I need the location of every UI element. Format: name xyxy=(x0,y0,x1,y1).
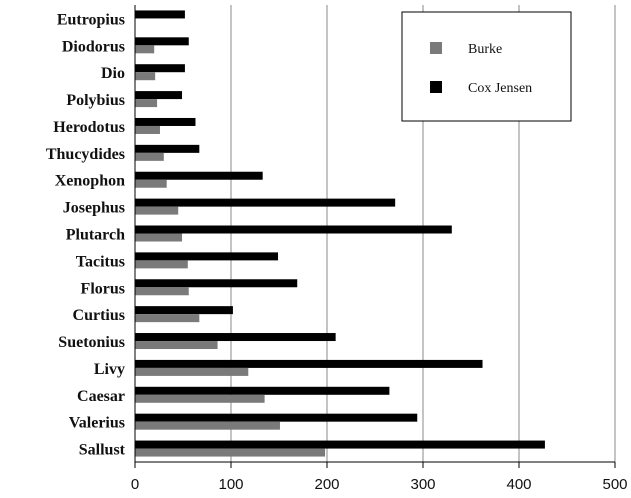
bar-cox-jensen-tacitus xyxy=(135,252,279,261)
category-label-caesar: Caesar xyxy=(77,388,125,405)
x-tick-label-300: 300 xyxy=(410,476,435,493)
bar-cox-jensen-florus xyxy=(135,279,298,288)
category-label-plutarch: Plutarch xyxy=(66,227,125,244)
category-label-florus: Florus xyxy=(81,280,125,297)
bar-burke-diodorus xyxy=(135,45,155,54)
x-tick-label-500: 500 xyxy=(602,476,627,493)
category-label-diodorus: Diodorus xyxy=(62,38,125,55)
category-label-herodotus: Herodotus xyxy=(53,119,125,136)
bar-cox-jensen-thucydides xyxy=(135,144,200,153)
axes xyxy=(134,5,616,468)
bar-burke-livy xyxy=(135,367,249,376)
tick-labels: 0 100 200 300 400 500 xyxy=(131,476,628,493)
legend: Burke Cox Jensen xyxy=(401,11,572,122)
bar-burke-curtius xyxy=(135,314,200,323)
bar-cox-jensen-plutarch xyxy=(135,225,452,234)
bar-cox-jensen-caesar xyxy=(135,386,390,395)
legend-swatch-cox-jensen xyxy=(430,81,442,93)
bar-cox-jensen-suetonius xyxy=(135,333,336,342)
bar-cox-jensen-xenophon xyxy=(135,171,263,180)
bar-burke-thucydides xyxy=(135,152,164,161)
bar-cox-jensen-livy xyxy=(135,359,483,368)
bar-burke-plutarch xyxy=(135,233,183,242)
x-tick-label-0: 0 xyxy=(131,476,139,493)
category-label-dio: Dio xyxy=(101,65,125,82)
category-label-livy: Livy xyxy=(94,361,125,378)
legend-label-cox-jensen: Cox Jensen xyxy=(468,81,532,96)
x-tick-label-100: 100 xyxy=(218,476,243,493)
bar-cox-jensen-valerius xyxy=(135,413,418,422)
bar-cox-jensen-polybius xyxy=(135,91,183,100)
x-tick-label-400: 400 xyxy=(506,476,531,493)
bar-burke-xenophon xyxy=(135,179,167,188)
bar-burke-sallust xyxy=(135,448,326,457)
category-label-polybius: Polybius xyxy=(66,92,125,109)
bar-burke-polybius xyxy=(135,99,158,108)
x-tick-label-200: 200 xyxy=(314,476,339,493)
category-label-sallust: Sallust xyxy=(79,442,126,459)
bars xyxy=(135,10,545,457)
bar-burke-josephus xyxy=(135,206,179,215)
bar-cox-jensen-josephus xyxy=(135,198,396,207)
bar-cox-jensen-eutropius xyxy=(135,10,185,19)
bar-cox-jensen-sallust xyxy=(135,440,545,449)
bar-cox-jensen-herodotus xyxy=(135,117,196,126)
bar-cox-jensen-diodorus xyxy=(135,37,189,46)
category-label-suetonius: Suetonius xyxy=(58,334,125,351)
category-label-thucydides: Thucydides xyxy=(46,146,125,163)
bar-burke-caesar xyxy=(135,394,265,403)
bar-burke-florus xyxy=(135,287,189,296)
legend-label-burke: Burke xyxy=(468,42,502,57)
bar-cox-jensen-curtius xyxy=(135,306,233,315)
bar-burke-suetonius xyxy=(135,341,218,350)
legend-swatch-burke xyxy=(430,42,442,54)
bar-burke-dio xyxy=(135,72,156,81)
category-label-valerius: Valerius xyxy=(69,415,125,432)
category-label-tacitus: Tacitus xyxy=(76,253,125,270)
legend-box xyxy=(401,11,572,122)
bar-burke-valerius xyxy=(135,421,280,430)
category-label-xenophon: Xenophon xyxy=(55,173,125,190)
bar-cox-jensen-dio xyxy=(135,64,185,73)
bar-burke-tacitus xyxy=(135,260,188,269)
category-label-eutropius: Eutropius xyxy=(57,11,125,28)
category-labels: Eutropius Diodorus Dio Polybius Herodotus Thu… xyxy=(46,11,126,458)
bar-burke-herodotus xyxy=(135,125,160,134)
category-label-josephus: Josephus xyxy=(63,200,125,217)
category-label-curtius: Curtius xyxy=(73,307,125,324)
